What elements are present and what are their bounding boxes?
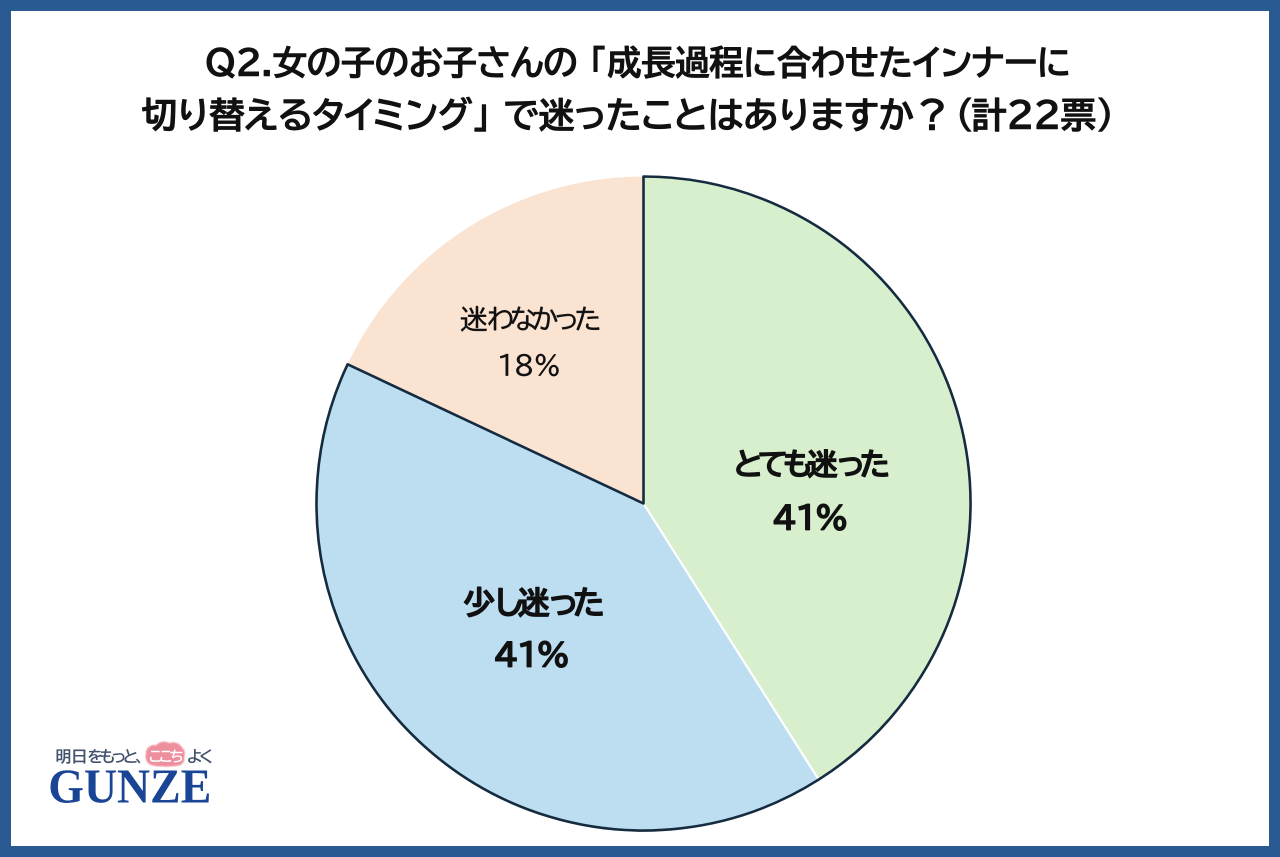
- svg-text:GUNZE: GUNZE: [48, 761, 211, 814]
